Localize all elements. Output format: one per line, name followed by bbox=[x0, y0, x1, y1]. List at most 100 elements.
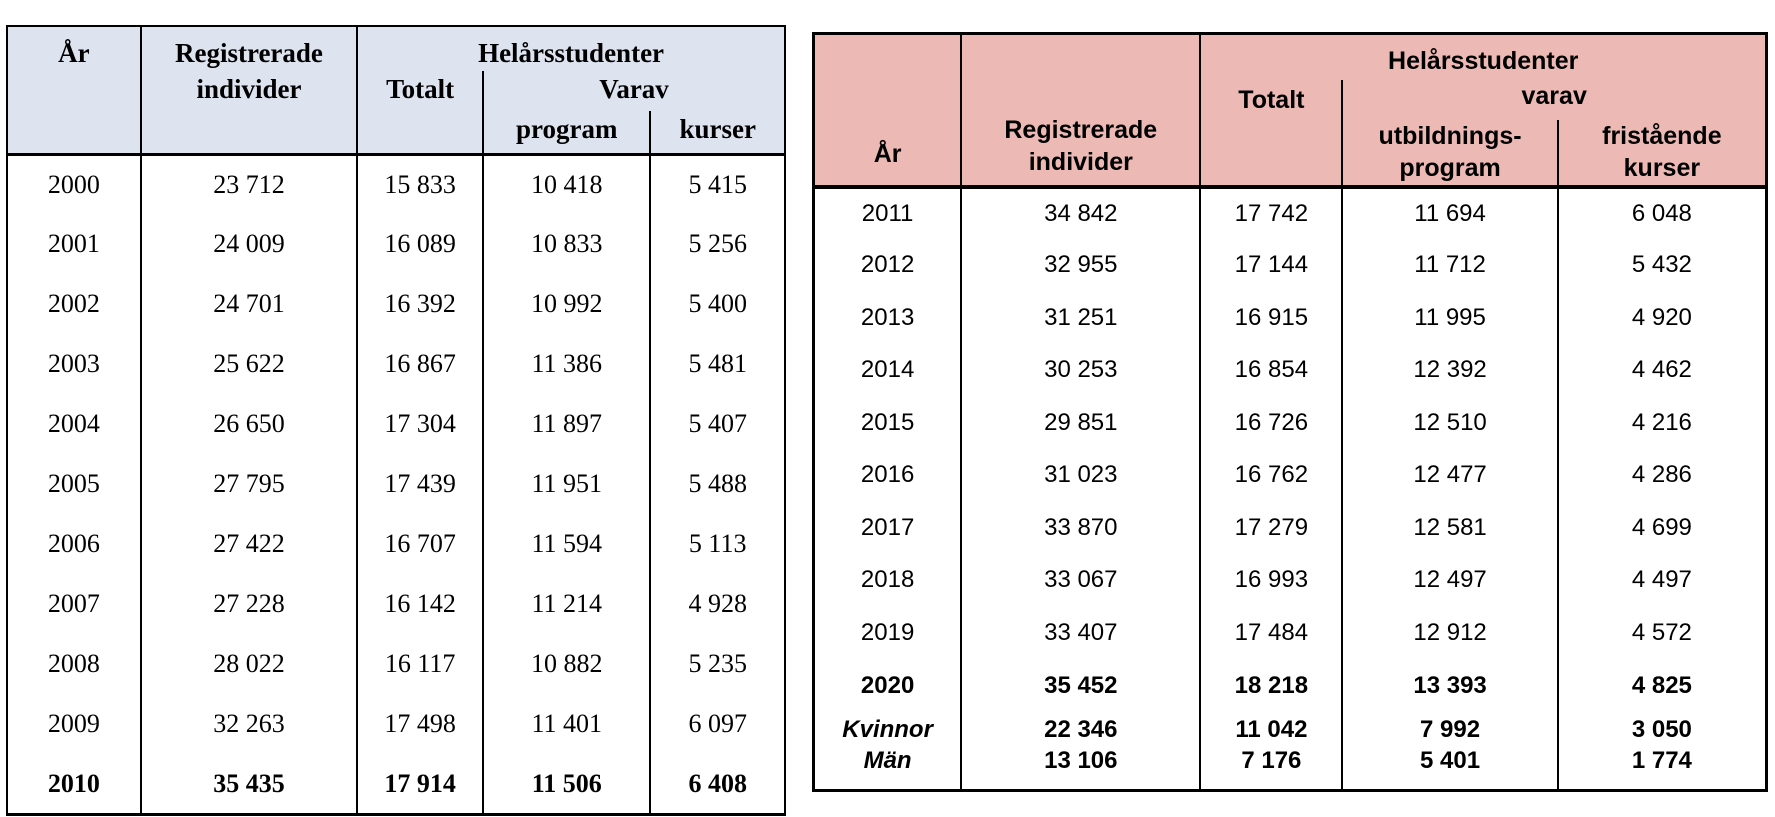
cell-total: 17 439 bbox=[356, 454, 484, 515]
cell-registered: 26 650 bbox=[139, 394, 358, 455]
cell-total: 16 993 bbox=[1199, 554, 1343, 607]
left-col-header-kurser: kurser bbox=[649, 111, 785, 156]
table-row: 2015 29 851 16 726 12 510 4 216 bbox=[814, 396, 1767, 450]
cell-registered: 25 622 bbox=[139, 334, 358, 395]
cell-kurser: 4 572 bbox=[1556, 606, 1767, 660]
cell-program: 11 401 bbox=[482, 694, 651, 755]
cell-year: 2014 bbox=[860, 356, 915, 384]
students-table-2000-2010: År Registrerade individer Helårsstudente… bbox=[6, 25, 786, 816]
cell-total: 16 915 bbox=[1199, 291, 1343, 345]
cell-registered: 33 407 bbox=[960, 606, 1201, 660]
table-row: 2010 35 435 17 914 11 506 6 408 bbox=[7, 754, 785, 815]
cell-program: 11 386 bbox=[482, 334, 651, 395]
cell-program: 11 594 bbox=[482, 514, 651, 575]
cell-kurser: 4 920 bbox=[1556, 291, 1767, 345]
cell-total: 11 042 bbox=[1199, 711, 1343, 749]
cell-kurser: 6 048 bbox=[1556, 186, 1767, 240]
cell-total: 18 218 bbox=[1199, 659, 1343, 712]
cell-registered: 33 067 bbox=[960, 554, 1201, 607]
table-row: 2012 32 955 17 144 11 712 5 432 bbox=[814, 239, 1767, 292]
cell-registered: 27 228 bbox=[139, 574, 358, 635]
cell-total: 17 742 bbox=[1199, 186, 1343, 240]
cell-year: 2007 bbox=[47, 589, 100, 619]
table-row: 2019 33 407 17 484 12 912 4 572 bbox=[814, 606, 1767, 660]
right-col-header-total: Totalt bbox=[1199, 79, 1343, 189]
table-row: 2018 33 067 16 993 12 497 4 497 bbox=[814, 554, 1767, 607]
table-row: 2002 24 701 16 392 10 992 5 400 bbox=[7, 274, 785, 335]
table-row: 2007 27 228 16 142 11 214 4 928 bbox=[7, 574, 785, 635]
left-col-group-helarsstudenter: Helårsstudenter bbox=[356, 26, 785, 72]
cell-kurser: 5 415 bbox=[649, 154, 785, 215]
cell-total: 16 117 bbox=[356, 634, 484, 695]
table-row: 2016 31 023 16 762 12 477 4 286 bbox=[814, 449, 1767, 502]
cell-program: 12 581 bbox=[1341, 501, 1558, 555]
cell-registered: 35 435 bbox=[139, 754, 358, 815]
cell-total: 7 176 bbox=[1199, 748, 1343, 791]
cell-kurser: 4 928 bbox=[649, 574, 785, 635]
header-line-1: fristående bbox=[1602, 121, 1722, 150]
right-col-header-utbildningsprogram: utbildnings- program bbox=[1341, 119, 1558, 189]
cell-total: 17 304 bbox=[356, 394, 484, 455]
cell-program: 10 882 bbox=[482, 634, 651, 695]
cell-registered: 23 712 bbox=[139, 154, 358, 215]
cell-program: 11 995 bbox=[1341, 291, 1558, 345]
left-table-header: År Registrerade individer Helårsstudente… bbox=[7, 26, 785, 156]
right-table-header: År Registrerade individer Helårsstudente… bbox=[813, 33, 1767, 189]
cell-program: 11 951 bbox=[482, 454, 651, 515]
cell-registered: 29 851 bbox=[960, 396, 1201, 450]
cell-year: 2010 bbox=[47, 768, 100, 798]
cell-registered: 35 452 bbox=[960, 659, 1201, 712]
cell-program: 13 393 bbox=[1341, 659, 1558, 712]
cell-program: 11 694 bbox=[1341, 186, 1558, 240]
cell-registered: 27 422 bbox=[139, 514, 358, 575]
cell-registered: 28 022 bbox=[139, 634, 358, 695]
left-col-header-year: År bbox=[7, 26, 141, 156]
table-row: 2009 32 263 17 498 11 401 6 097 bbox=[7, 694, 785, 755]
header-row-2: Totalt Varav bbox=[7, 71, 785, 156]
cell-kurser: 1 774 bbox=[1556, 748, 1767, 791]
cell-year: 2009 bbox=[47, 709, 100, 739]
cell-year: 2012 bbox=[860, 251, 915, 279]
table-row: 2004 26 650 17 304 11 897 5 407 bbox=[7, 394, 785, 455]
cell-kurser: 5 481 bbox=[649, 334, 785, 395]
cell-year: 2015 bbox=[860, 408, 915, 436]
cell-total: 16 762 bbox=[1199, 449, 1343, 502]
cell-kurser: 4 825 bbox=[1556, 659, 1767, 712]
cell-kurser: 5 488 bbox=[649, 454, 785, 515]
cell-total: 16 867 bbox=[356, 334, 484, 395]
cell-registered: 24 009 bbox=[139, 214, 358, 275]
cell-program: 12 497 bbox=[1341, 554, 1558, 607]
cell-year: 2003 bbox=[47, 349, 100, 379]
cell-registered: 32 955 bbox=[960, 239, 1201, 292]
table-row: 2001 24 009 16 089 10 833 5 256 bbox=[7, 214, 785, 275]
cell-year: 2002 bbox=[47, 289, 100, 319]
right-table-body: 2011 34 842 17 742 11 694 6 048 2012 32 … bbox=[814, 186, 1767, 791]
table-row: 2006 27 422 16 707 11 594 5 113 bbox=[7, 514, 785, 575]
cell-program: 5 401 bbox=[1341, 748, 1558, 791]
right-col-header-year: År bbox=[813, 33, 962, 189]
cell-program: 12 477 bbox=[1341, 449, 1558, 502]
cell-program: 12 510 bbox=[1341, 396, 1558, 450]
cell-total: 16 392 bbox=[356, 274, 484, 335]
cell-total: 17 144 bbox=[1199, 239, 1343, 292]
right-col-group-varav: varav bbox=[1341, 79, 1767, 120]
cell-program: 11 506 bbox=[482, 754, 651, 815]
header-line-2: program bbox=[1399, 154, 1501, 182]
cell-year: 2018 bbox=[860, 566, 915, 594]
cell-total: 16 726 bbox=[1199, 396, 1343, 450]
cell-total: 17 279 bbox=[1199, 501, 1343, 555]
cell-year: 2006 bbox=[47, 529, 100, 559]
cell-year: 2011 bbox=[861, 199, 914, 227]
cell-registered: 13 106 bbox=[960, 748, 1201, 791]
table-row: 2000 23 712 15 833 10 418 5 415 bbox=[7, 154, 785, 215]
cell-program: 7 992 bbox=[1341, 711, 1558, 749]
header-row-3: utbildnings- program fristående kurser bbox=[814, 119, 1767, 189]
cell-kurser: 4 216 bbox=[1556, 396, 1767, 450]
right-col-header-fristaende-kurser: fristående kurser bbox=[1556, 119, 1767, 189]
table-row: 2003 25 622 16 867 11 386 5 481 bbox=[7, 334, 785, 395]
cell-kurser: 5 400 bbox=[649, 274, 785, 335]
cell-registered: 27 795 bbox=[139, 454, 358, 515]
cell-year: 2008 bbox=[47, 649, 100, 679]
table-row: 2014 30 253 16 854 12 392 4 462 bbox=[814, 344, 1767, 397]
